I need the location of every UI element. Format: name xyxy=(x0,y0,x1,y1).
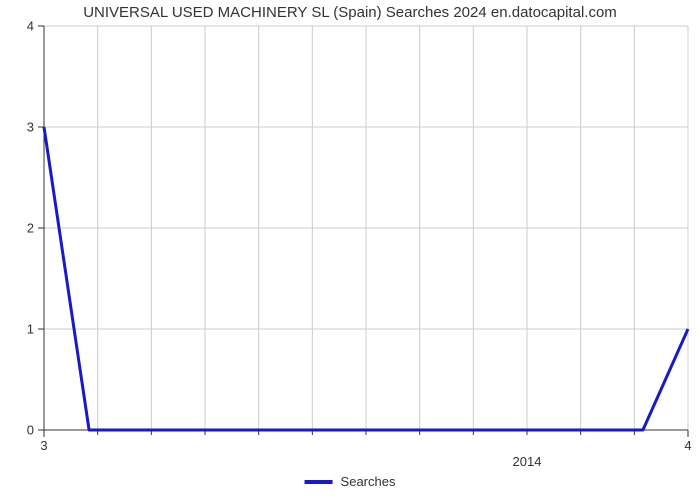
chart-container: UNIVERSAL USED MACHINERY SL (Spain) Sear… xyxy=(0,0,700,500)
y-tick-label: 0 xyxy=(27,423,34,438)
legend-swatch xyxy=(305,480,333,484)
chart-title: UNIVERSAL USED MACHINERY SL (Spain) Sear… xyxy=(0,4,700,21)
chart-svg xyxy=(0,0,700,500)
y-tick-label: 2 xyxy=(27,221,34,236)
legend-label: Searches xyxy=(341,474,396,489)
x-tick-label: 4 xyxy=(684,438,691,453)
y-tick-label: 1 xyxy=(27,322,34,337)
x-tick-label: 3 xyxy=(40,438,47,453)
legend: Searches xyxy=(305,474,396,489)
x-axis-center-label: 2014 xyxy=(513,454,542,469)
y-tick-label: 4 xyxy=(27,19,34,34)
y-tick-label: 3 xyxy=(27,120,34,135)
